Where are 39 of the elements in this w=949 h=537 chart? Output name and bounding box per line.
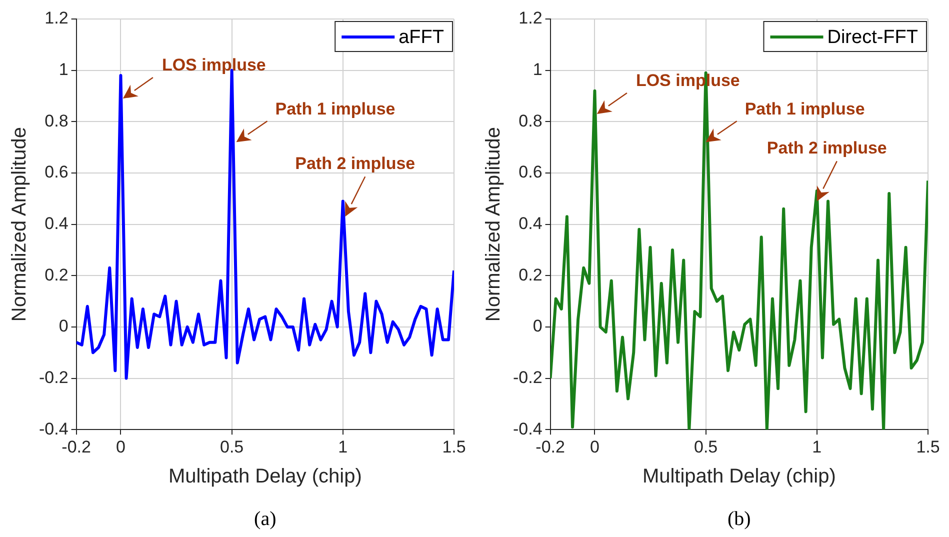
y-tick-label: 0.8 [44, 111, 68, 130]
y-tick-label: 0 [58, 316, 68, 336]
y-tick-label: 0.2 [44, 265, 68, 284]
y-axis-title: Normalized Amplitude [482, 127, 505, 322]
y-tick-label: 0.6 [518, 162, 542, 182]
x-tick-label: 0.5 [694, 437, 718, 456]
x-tick-label: 1.5 [916, 437, 940, 456]
x-tick-label: 0.5 [220, 437, 244, 456]
y-tick-label: -0.4 [512, 419, 542, 438]
text: (a) [254, 508, 276, 530]
y-tick-label: 0.2 [518, 265, 542, 284]
y-tick-label: 1.2 [518, 8, 542, 28]
y-tick-label: -0.2 [512, 368, 542, 387]
legend-label: Direct-FFT [827, 27, 918, 48]
y-tick-label: 0 [532, 316, 542, 336]
x-tick-label: 0 [590, 437, 600, 456]
x-axis-title: Multipath Delay (chip) [168, 466, 362, 488]
x-tick-label: 1 [338, 437, 348, 456]
annotation: Path 2 impluse [766, 138, 887, 158]
y-tick-label: 1 [58, 60, 68, 80]
x-axis-title: Multipath Delay (chip) [642, 466, 836, 488]
y-tick-label: -0.4 [38, 419, 68, 438]
y-tick-label: 0.8 [518, 111, 542, 130]
y-tick-label: -0.2 [38, 368, 68, 387]
legend-label: aFFT [398, 27, 444, 48]
y-tick-label: 1 [532, 60, 542, 80]
y-tick-label: 1.2 [44, 8, 68, 28]
x-tick-label: 1 [812, 437, 822, 456]
annotation: Path 1 impluse [275, 99, 396, 118]
y-tick-label: 0.4 [518, 214, 542, 233]
annotation: Path 2 impluse [295, 154, 416, 173]
y-axis-title: Normalized Amplitude [8, 127, 31, 322]
x-tick-label: 0 [116, 437, 126, 456]
x-tick-label: 1.5 [442, 437, 466, 456]
annotation: Path 1 impluse [744, 99, 865, 118]
text: (b) [727, 508, 751, 530]
annotation: LOS impluse [162, 56, 266, 75]
y-tick-label: 0.4 [44, 214, 68, 233]
y-tick-label: 0.6 [44, 162, 68, 182]
